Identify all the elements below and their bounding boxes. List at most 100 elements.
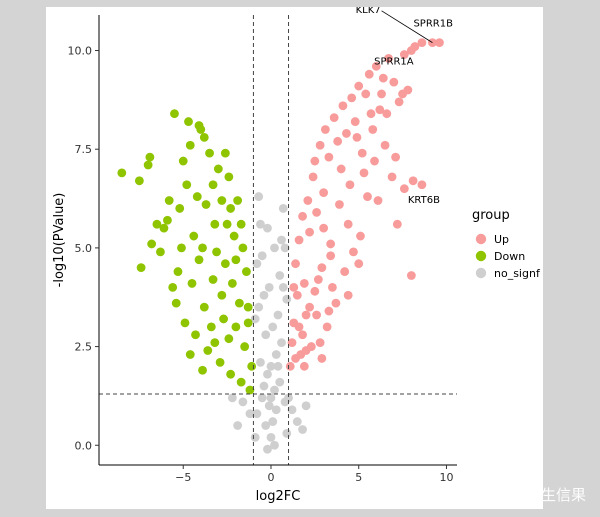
x-tick-label: 0 [267, 471, 274, 484]
data-point-up [392, 219, 402, 229]
legend-label: Down [494, 250, 525, 263]
data-point-down [233, 196, 243, 205]
data-point-no-signf [278, 204, 288, 213]
data-point-down [136, 263, 146, 273]
data-point-up [315, 140, 325, 150]
data-point-down [156, 247, 165, 257]
data-point-up [285, 361, 295, 371]
x-tick-label: 10 [439, 471, 453, 484]
data-point-no-signf [282, 294, 292, 304]
points-layer [117, 38, 444, 454]
data-point-up [294, 235, 304, 245]
data-point-no-signf [254, 192, 264, 201]
data-point-up [368, 125, 378, 134]
data-point-up [343, 290, 353, 300]
data-point-no-signf [266, 432, 276, 442]
data-point-no-signf [259, 290, 269, 300]
legend-key [475, 267, 487, 279]
data-point-down [185, 350, 195, 359]
data-point-no-signf [273, 310, 283, 320]
data-point-up [354, 259, 364, 269]
data-point-up [350, 117, 360, 126]
data-point-down [184, 117, 193, 126]
data-point-up [380, 140, 390, 150]
data-point-no-signf [270, 385, 279, 395]
data-point-down [187, 279, 197, 288]
data-point-up [363, 192, 372, 201]
data-point-down [201, 200, 211, 209]
data-point-no-signf [270, 243, 279, 253]
data-point-up [391, 152, 400, 162]
data-point-down [173, 267, 183, 276]
data-point-up [371, 61, 381, 71]
x-tick-label: 5 [355, 471, 362, 484]
data-point-up [319, 188, 329, 198]
data-point-down [217, 290, 227, 300]
data-point-up [291, 259, 300, 269]
data-point-down [229, 231, 239, 241]
data-point-down [191, 330, 200, 340]
data-point-down [247, 361, 257, 371]
data-point-up [389, 77, 399, 87]
data-point-up [342, 129, 351, 138]
data-point-up [331, 298, 341, 308]
data-point-up [387, 172, 397, 182]
data-point-up [349, 247, 358, 257]
data-point-up [291, 354, 300, 363]
data-point-up [354, 81, 364, 91]
data-point-down [192, 192, 202, 201]
data-point-no-signf [280, 243, 290, 253]
legend: group Up Down no_signf [472, 208, 541, 280]
data-point-no-signf [275, 377, 285, 387]
data-point-up [336, 164, 346, 174]
data-point-down [212, 247, 221, 257]
data-point-down [226, 204, 236, 213]
data-point-up [329, 113, 339, 123]
data-point-no-signf [263, 223, 272, 233]
data-point-up [359, 168, 369, 178]
data-point-up [428, 38, 437, 48]
data-point-up [299, 279, 309, 288]
data-point-no-signf [271, 405, 281, 415]
data-point-down [185, 140, 195, 150]
data-point-up [435, 38, 444, 48]
data-point-down [198, 243, 207, 253]
data-point-up [317, 354, 327, 363]
data-point-up [399, 184, 409, 194]
data-point-up [303, 196, 313, 205]
data-point-no-signf [252, 409, 262, 419]
data-point-up [408, 176, 418, 186]
data-point-up [312, 310, 322, 320]
data-point-no-signf [298, 425, 307, 434]
data-point-up [287, 338, 297, 348]
data-point-down [164, 196, 174, 205]
data-point-up [319, 223, 329, 233]
watermark: 知乎 @生信果 [491, 486, 586, 504]
data-point-down [220, 259, 230, 269]
data-point-down [215, 357, 225, 367]
data-point-down [231, 255, 241, 265]
data-point-no-signf [233, 421, 243, 430]
data-point-up [375, 105, 385, 115]
legend-key [475, 250, 487, 262]
data-point-up [340, 267, 350, 276]
y-tick-label: 5.0 [75, 242, 93, 255]
data-point-down [199, 132, 209, 142]
data-point-no-signf [268, 417, 278, 426]
data-point-no-signf [259, 381, 269, 391]
data-point-down [205, 148, 214, 158]
data-point-no-signf [275, 271, 285, 280]
data-point-down [152, 219, 162, 229]
data-point-up [382, 109, 392, 119]
data-point-down [198, 365, 207, 375]
data-point-no-signf [270, 440, 279, 450]
data-point-up [366, 109, 376, 119]
y-tick-label: 10.0 [68, 45, 93, 58]
data-point-down [224, 334, 234, 344]
data-point-up [399, 50, 409, 59]
data-point-down [182, 180, 192, 190]
data-point-no-signf [268, 322, 278, 332]
data-point-down [227, 279, 237, 288]
x-tick-label: −5 [175, 471, 191, 484]
data-point-down [168, 282, 178, 292]
